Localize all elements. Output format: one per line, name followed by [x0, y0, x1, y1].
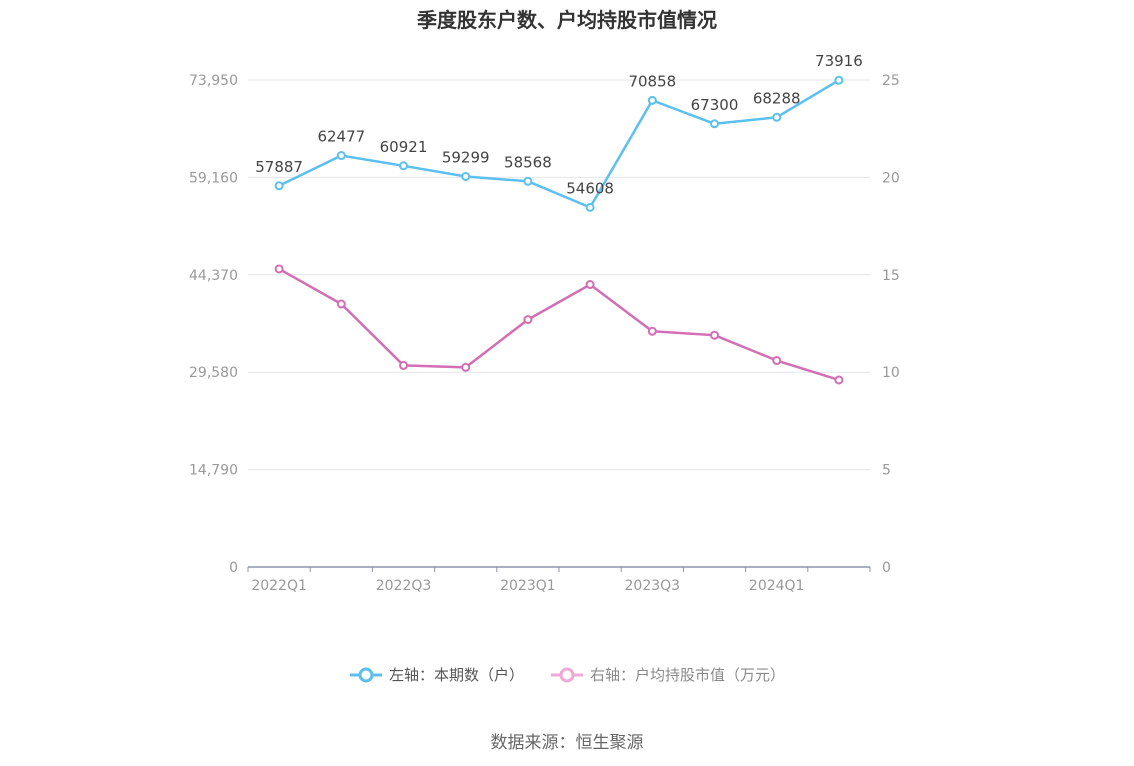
data-label: 54608 — [566, 179, 614, 197]
data-point-left — [772, 112, 782, 122]
legend-item-right-axis[interactable]: 右轴：户均持股市值（万元） — [550, 664, 785, 685]
data-label: 70858 — [628, 72, 676, 90]
series-line-left — [278, 79, 840, 209]
data-point-left — [585, 202, 595, 212]
x-axis-tick-label: 2024Q1 — [749, 578, 805, 594]
data-label: 58568 — [504, 153, 552, 171]
data-label: 59299 — [442, 148, 490, 166]
legend-label-left-axis: 左轴：本期数（户） — [388, 666, 524, 684]
right-axis-tick-label: 5 — [882, 463, 891, 479]
right-axis-tick-label: 0 — [882, 560, 891, 576]
left-axis-tick-label: 59,160 — [189, 170, 238, 186]
legend: 左轴：本期数（户） 右轴：户均持股市值（万元） — [0, 664, 1134, 685]
data-point-right — [585, 280, 595, 290]
data-label: 60921 — [380, 138, 428, 156]
data-point-left — [834, 75, 844, 85]
data-point-left — [399, 161, 408, 171]
x-axis-tick-label: 2022Q1 — [251, 578, 307, 594]
x-axis-tick-label: 2022Q3 — [376, 578, 432, 594]
series-line-right — [278, 267, 840, 382]
data-point-right — [399, 360, 408, 370]
x-axis-tick-label: 2023Q1 — [500, 578, 556, 594]
left-axis-tick-label: 14,790 — [189, 463, 238, 479]
legend-line-circle-icon — [349, 667, 382, 682]
data-point-right — [647, 326, 657, 336]
data-point-right — [523, 315, 533, 325]
data-point-left — [461, 171, 471, 181]
data-label: 68288 — [753, 89, 801, 107]
data-point-right — [274, 264, 284, 274]
data-point-right — [336, 299, 346, 309]
data-label: 57887 — [255, 158, 303, 176]
left-axis-tick-label: 29,580 — [189, 365, 238, 381]
left-axis-tick-label: 73,950 — [189, 73, 238, 89]
left-axis-tick-label: 0 — [229, 560, 238, 576]
chart-title: 季度股东户数、户均持股市值情况 — [417, 8, 717, 32]
legend-line-circle-icon — [551, 667, 583, 682]
data-point-left — [336, 151, 346, 161]
data-point-right — [834, 375, 844, 385]
data-label: 73916 — [815, 52, 863, 70]
data-point-left — [523, 176, 533, 186]
x-axis-tick-label: 2023Q3 — [625, 578, 681, 594]
right-axis-tick-label: 10 — [882, 365, 900, 381]
data-point-left — [647, 95, 657, 105]
data-point-right — [772, 356, 782, 366]
data-source: 数据来源：恒生聚源 — [490, 733, 644, 753]
right-axis-tick-label: 15 — [882, 268, 900, 284]
data-point-right — [710, 330, 719, 340]
right-axis-tick-label: 20 — [882, 170, 900, 186]
data-point-left — [274, 181, 284, 191]
data-point-left — [710, 119, 719, 129]
left-axis-tick-label: 44,370 — [189, 268, 238, 284]
legend-item-left-axis[interactable]: 左轴：本期数（户） — [349, 664, 524, 685]
data-label: 67300 — [691, 96, 739, 114]
data-label: 62477 — [317, 128, 365, 146]
right-axis-tick-label: 25 — [882, 73, 900, 89]
data-point-right — [461, 362, 471, 372]
legend-label-right-axis: 右轴：户均持股市值（万元） — [590, 666, 786, 684]
